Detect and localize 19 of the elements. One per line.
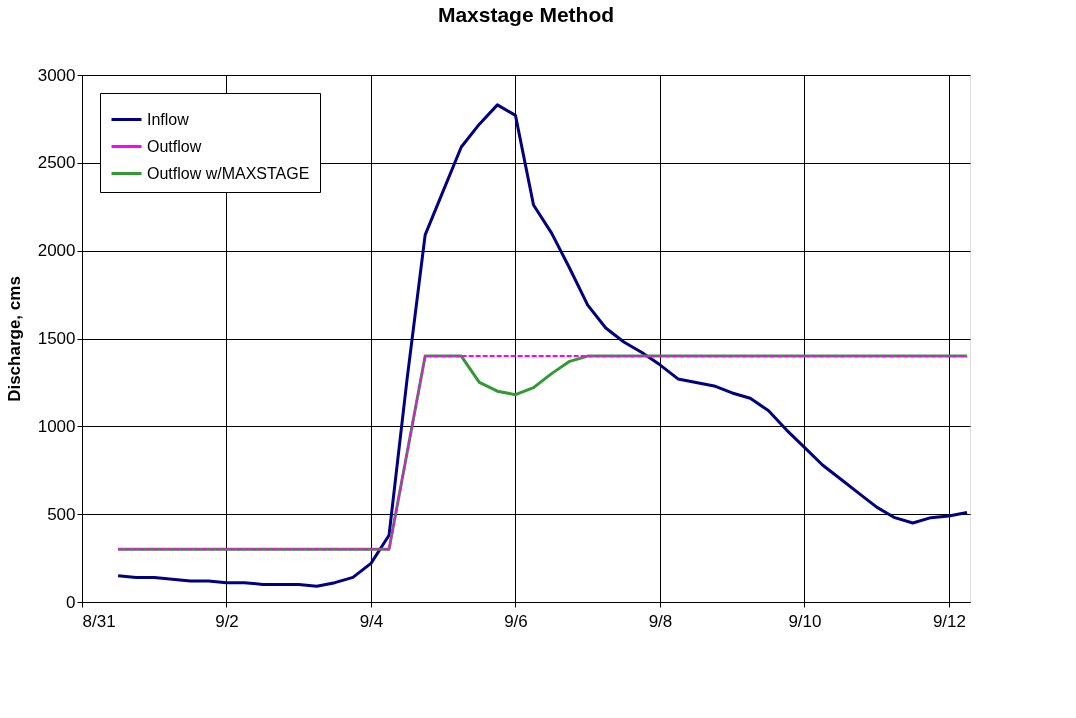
y-tick-label: 1000 [37, 416, 76, 436]
x-tick-label: 9/12 [932, 611, 966, 631]
y-tick-label: 2000 [37, 241, 76, 261]
x-tick-label: 9/4 [359, 611, 384, 631]
x-tick-label: 9/2 [215, 611, 239, 631]
y-tick-label: 500 [47, 504, 76, 524]
legend-label: Outflow [147, 137, 202, 155]
legend-label: Outflow w/MAXSTAGE [147, 164, 310, 182]
y-tick-label: 1500 [37, 329, 76, 348]
y-axis-title: Discharge, cms [4, 276, 24, 402]
chart-title: Maxstage Method [437, 3, 615, 26]
y-tick-label: 3000 [37, 65, 76, 85]
x-tick-label: 9/8 [648, 611, 673, 631]
x-tick-label: 9/6 [504, 611, 528, 631]
x-tick-label: 8/31 [82, 611, 116, 631]
y-tick-label: 2500 [37, 153, 76, 173]
x-tick-label: 9/10 [788, 611, 822, 631]
legend-label: Inflow [147, 110, 190, 128]
y-tick-label: 0 [66, 592, 76, 612]
